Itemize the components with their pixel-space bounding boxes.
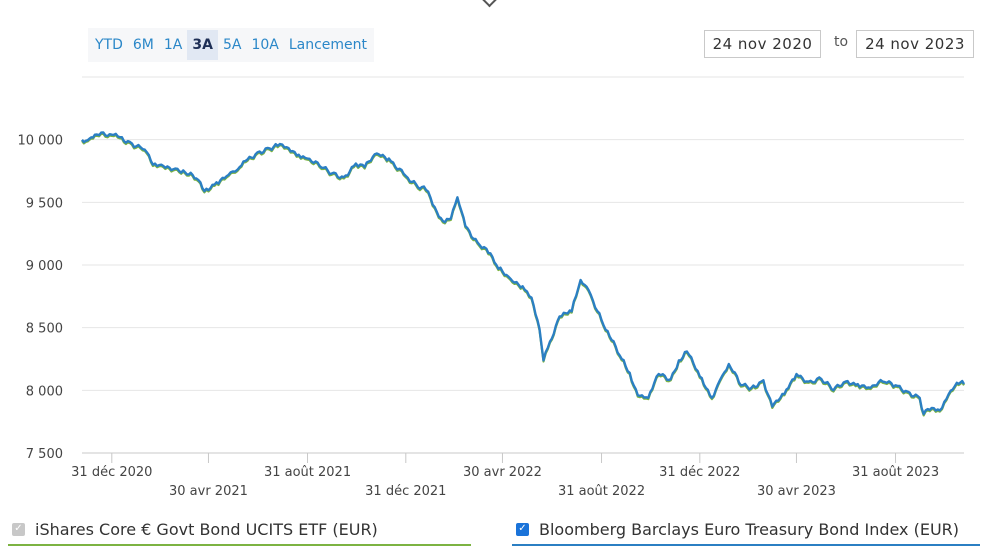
legend-label: Bloomberg Barclays Euro Treasury Bond In… (539, 519, 960, 539)
y-tick-label: 7 500 (26, 447, 63, 462)
range-button-3a[interactable]: 3A (187, 30, 218, 60)
y-axis-labels: 7 500 8 000 8 500 9 000 9 500 10 000 (18, 134, 64, 462)
x-tick-label: 31 août 2023 (852, 465, 939, 480)
x-tick-label: 31 déc 2021 (365, 484, 446, 499)
x-tick-label: 31 août 2022 (558, 484, 645, 499)
x-tick-label: 30 avr 2021 (169, 484, 248, 499)
checkbox-icon[interactable]: ✓ (12, 522, 25, 536)
date-to-input[interactable]: 24 nov 2023 (856, 30, 974, 58)
range-button-ytd[interactable]: YTD (95, 37, 123, 53)
series-line-ishares (81, 132, 965, 417)
range-button-1a[interactable]: 1A (163, 37, 183, 53)
x-tick-label: 31 déc 2022 (659, 465, 740, 480)
date-from-input[interactable]: 24 nov 2020 (704, 30, 821, 58)
date-range-separator: to (834, 34, 849, 50)
x-tick-label: 31 août 2021 (264, 465, 351, 480)
range-button-lancement[interactable]: Lancement (288, 37, 368, 53)
legend-item-bloomberg[interactable]: ✓ Bloomberg Barclays Euro Treasury Bond … (512, 514, 980, 546)
x-axis: 31 déc 2020 30 avr 2021 31 août 2021 31 déc… (71, 452, 964, 499)
series-line-bloomberg (81, 131, 966, 416)
y-tick-label: 8 500 (26, 322, 63, 337)
range-button-6m[interactable]: 6M (132, 37, 154, 53)
y-tick-label: 9 000 (26, 259, 63, 274)
range-selector: YTD 6M 1A 3A 5A 10A Lancement (88, 28, 375, 62)
range-button-5a[interactable]: 5A (222, 37, 242, 53)
y-tick-label: 10 000 (18, 134, 64, 149)
y-tick-label: 9 500 (26, 196, 63, 211)
series-lines (81, 131, 966, 417)
legend-label: iShares Core € Govt Bond UCITS ETF (EUR) (35, 519, 378, 539)
line-chart: 7 500 8 000 8 500 9 000 9 500 10 000 31 déc 2… (18, 76, 966, 499)
grid-lines (82, 76, 964, 391)
range-button-10a[interactable]: 10A (251, 37, 279, 53)
checkbox-icon[interactable]: ✓ (516, 522, 529, 536)
x-tick-label: 30 avr 2023 (757, 484, 836, 499)
legend-item-ishares[interactable]: ✓ iShares Core € Govt Bond UCITS ETF (EU… (8, 514, 471, 546)
x-tick-label: 31 déc 2020 (71, 465, 152, 480)
y-tick-label: 8 000 (26, 384, 63, 399)
x-tick-label: 30 avr 2022 (463, 465, 542, 480)
